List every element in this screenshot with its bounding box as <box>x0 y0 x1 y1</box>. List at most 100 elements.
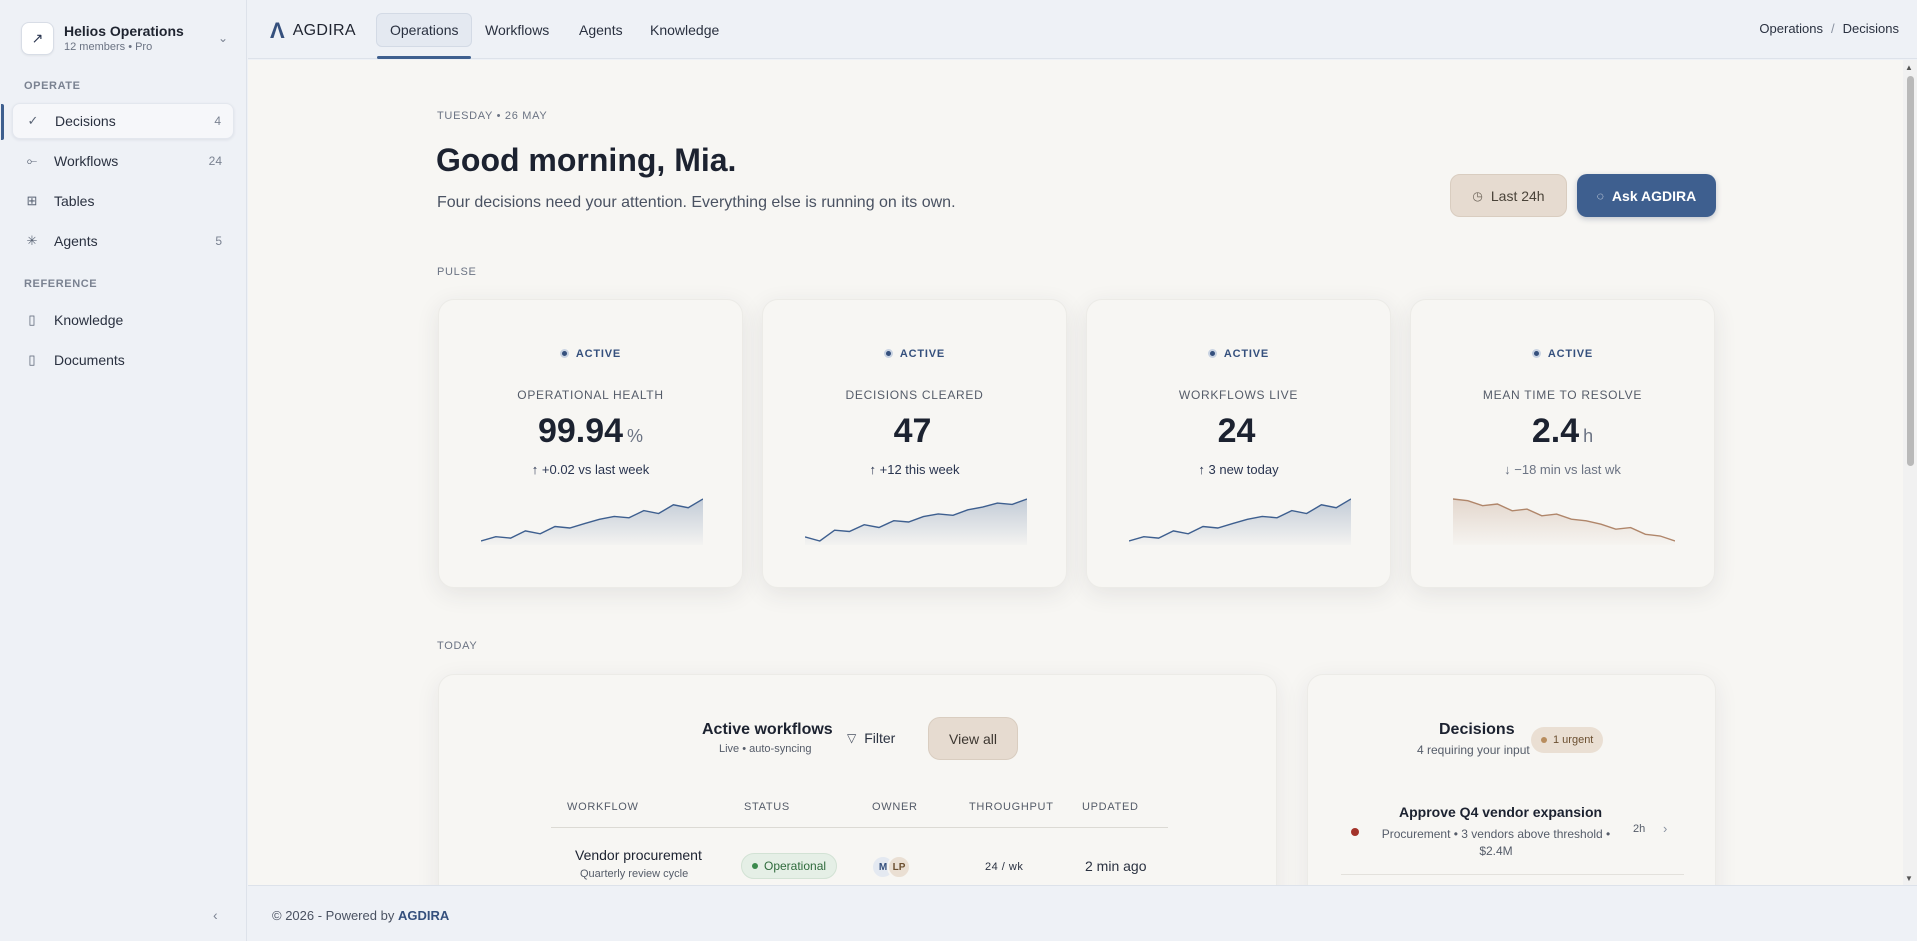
metric-label: MEAN TIME TO RESOLVE <box>1482 388 1643 402</box>
sparkline-chart <box>481 498 703 545</box>
column-header-status[interactable]: STATUS <box>744 801 790 813</box>
brand[interactable]: Λ AGDIRA <box>270 18 356 44</box>
sparkline-chart <box>1453 498 1675 545</box>
sparkline-area <box>805 499 1027 545</box>
throughput-value: 24 / wk <box>985 861 1024 873</box>
time-range-button[interactable]: ◷ Last 24h <box>1450 174 1567 217</box>
agents-icon: ✳ <box>26 233 38 248</box>
footer-brand-link[interactable]: AGDIRA <box>397 908 450 923</box>
collapse-sidebar-icon[interactable]: ‹ <box>213 907 218 923</box>
org-logo-icon: ↗ <box>21 21 54 55</box>
decision-age: 2h <box>1633 823 1646 835</box>
file-icon: ▯ <box>28 352 36 367</box>
brand-logo-icon: Λ <box>270 18 285 43</box>
sidebar-item-label: Knowledge <box>54 312 124 328</box>
status-badge: ACTIVE <box>1411 348 1714 360</box>
topbar: Λ AGDIRA Operations Workflows Agents Kno… <box>248 0 1917 59</box>
page-title: Good morning, Mia. <box>436 142 737 178</box>
metric-card-decisions-cleared[interactable]: ACTIVE DECISIONS CLEARED 47 ↑ +12 this w… <box>762 299 1067 588</box>
sidebar: ↗ Helios Operations 12 members • Pro ⌄ O… <box>0 0 247 941</box>
sidebar-item-documents[interactable]: ▯ Documents <box>12 342 234 378</box>
column-header-workflow[interactable]: WORKFLOW <box>567 801 639 813</box>
table-icon: ⊞ <box>26 193 38 208</box>
file-icon: ▯ <box>28 312 36 327</box>
org-sub: 12 members • Pro <box>64 41 153 53</box>
status-badge: ACTIVE <box>763 348 1066 360</box>
date-label: TUESDAY • 26 MAY <box>437 110 548 122</box>
scroll-down-icon[interactable]: ▼ <box>1905 874 1913 883</box>
sidebar-item-workflows[interactable]: ⟜ Workflows 24 <box>12 143 234 179</box>
sidebar-item-decisions[interactable]: ✓ Decisions 4 <box>1 103 234 140</box>
sparkline-line <box>1129 498 1351 542</box>
view-all-button[interactable]: View all <box>928 717 1018 760</box>
section-label-pulse: PULSE <box>437 266 477 278</box>
sidebar-item-count: 4 <box>214 114 221 128</box>
column-header-updated[interactable]: UPDATED <box>1082 801 1139 813</box>
metric-delta: ↑ +0.02 vs last week <box>531 462 650 477</box>
chevron-right-icon[interactable]: › <box>1663 821 1668 836</box>
sparkline-line <box>805 498 1027 542</box>
panel-subtitle: 4 requiring your input <box>1417 743 1530 757</box>
workflow-name: Vendor procurement <box>575 847 702 863</box>
footer: © 2026 - Powered by AGDIRA <box>248 885 1917 941</box>
status-badge: Operational <box>741 853 838 879</box>
time-range-label: Last 24h <box>1490 187 1545 204</box>
metric-card-workflows-live[interactable]: ACTIVE WORKFLOWS LIVE 24 ↑ 3 new today <box>1086 299 1391 588</box>
sidebar-item-label: Decisions <box>55 113 116 129</box>
urgent-badge: 1 urgent <box>1531 727 1604 753</box>
sparkline-line <box>481 498 703 542</box>
metric-value: 2.4 h <box>1531 412 1594 450</box>
updated-value: 2 min ago <box>1085 858 1147 874</box>
ask-agdira-button[interactable]: ◌ Ask AGDIRA <box>1577 174 1716 217</box>
panel-subtitle: Live • auto-syncing <box>719 743 812 755</box>
metric-value: 99.94% <box>537 412 644 450</box>
sidebar-item-label: Agents <box>54 233 98 249</box>
chevron-down-icon[interactable]: ⌄ <box>217 31 228 45</box>
scrollbar[interactable]: ▲ ▼ <box>1903 60 1917 885</box>
breadcrumb: Operations / Decisions <box>1759 21 1899 36</box>
footer-text: © 2026 - Powered by AGDIRA <box>272 908 450 923</box>
filter-icon: ▽ <box>847 731 857 745</box>
metric-delta: ↑ +12 this week <box>869 462 960 477</box>
sparkline-chart <box>805 498 1027 545</box>
section-label-operate: OPERATE <box>24 80 81 92</box>
sparkline-line <box>1453 498 1675 542</box>
metric-card-operational-health[interactable]: ACTIVE OPERATIONAL HEALTH 99.94% ↑ +0.02… <box>438 299 743 588</box>
workflow-desc: Quarterly review cycle <box>580 868 689 880</box>
column-header-owner[interactable]: OWNER <box>872 801 918 813</box>
metric-value: 24 <box>1217 412 1256 450</box>
filter-button[interactable]: ▽ Filter <box>847 730 895 746</box>
breadcrumb-current: Decisions <box>1842 21 1899 36</box>
sidebar-item-label: Tables <box>54 193 95 209</box>
tab-workflows[interactable]: Workflows <box>485 22 550 38</box>
metric-label: WORKFLOWS LIVE <box>1178 388 1299 402</box>
clock-icon: ◷ <box>1472 188 1483 203</box>
section-label-reference: REFERENCE <box>24 278 98 290</box>
sidebar-item-agents[interactable]: ✳ Agents 5 <box>12 223 234 259</box>
sidebar-item-count: 5 <box>215 234 222 248</box>
breadcrumb-item[interactable]: Operations <box>1759 21 1824 36</box>
tab-agents[interactable]: Agents <box>579 22 623 38</box>
workflow-icon: ⟜ <box>26 153 38 168</box>
tab-operations[interactable]: Operations <box>376 13 473 59</box>
metric-card-mean-time-to-resolve[interactable]: ACTIVE MEAN TIME TO RESOLVE 2.4 h ↓ −18 m… <box>1410 299 1715 588</box>
spark-icon: ◌ <box>1596 188 1604 203</box>
active-workflows-panel: Active workflows Live • auto-syncing ▽ F… <box>438 674 1277 885</box>
decision-desc: Procurement • 3 vendors above threshold … <box>1381 827 1611 858</box>
sidebar-item-count: 24 <box>208 154 222 168</box>
column-header-throughput[interactable]: THROUGHPUT <box>969 801 1054 813</box>
list-divider <box>1341 874 1684 875</box>
sidebar-item-knowledge[interactable]: ▯ Knowledge <box>12 302 234 338</box>
metric-delta: ↓ −18 min vs last wk <box>1504 462 1621 477</box>
scroll-thumb[interactable] <box>1907 76 1914 466</box>
section-label-today: TODAY <box>437 640 478 652</box>
tab-knowledge[interactable]: Knowledge <box>650 22 720 38</box>
org-switcher[interactable]: ↗ Helios Operations 12 members • Pro ⌄ <box>21 19 228 57</box>
metric-label: OPERATIONAL HEALTH <box>517 388 664 402</box>
sidebar-item-label: Workflows <box>54 153 119 169</box>
brand-name: AGDIRA <box>292 22 356 39</box>
sidebar-item-tables[interactable]: ⊞ Tables <box>12 183 234 219</box>
status-badge: ACTIVE <box>1087 348 1390 360</box>
scroll-up-icon[interactable]: ▲ <box>1905 63 1913 72</box>
sidebar-item-label: Documents <box>54 352 125 368</box>
